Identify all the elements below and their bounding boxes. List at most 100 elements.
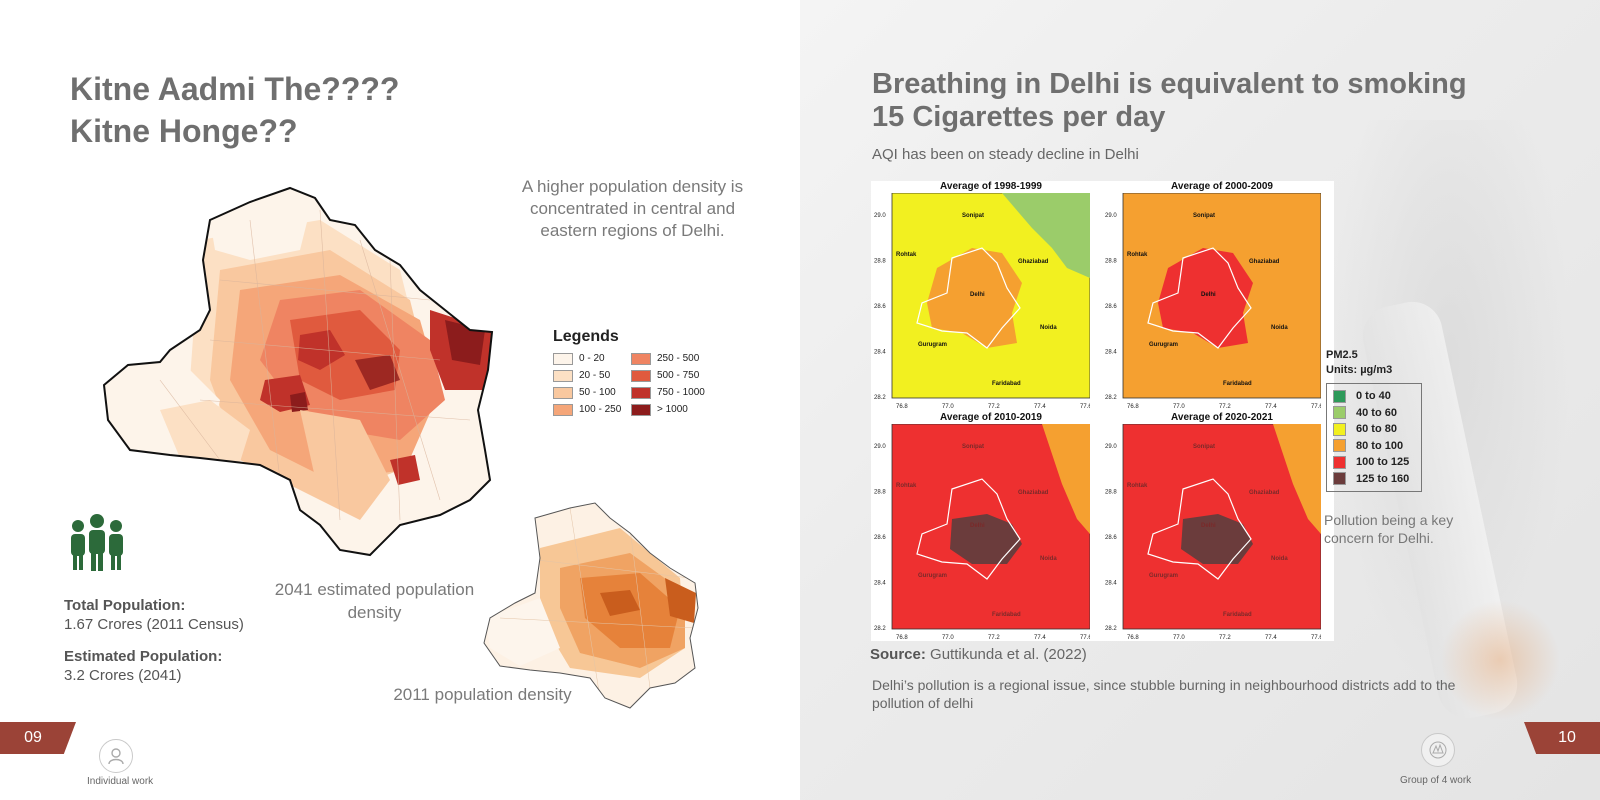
left-page-title: Kitne Aadmi The???? Kitne Honge?? [70, 68, 399, 152]
pm-legend-swatch [1333, 422, 1346, 436]
place-label: Ghaziabad [1018, 490, 1049, 496]
pm25-map-title: Average of 2000-2009 [1171, 181, 1273, 192]
x-tick-label: 77.2 [988, 404, 1000, 410]
legend-item: 250 - 500 [631, 352, 721, 365]
y-tick-label: 28.4 [874, 350, 886, 356]
x-tick-label: 77.2 [1219, 635, 1231, 641]
y-tick-label: 29.0 [874, 444, 886, 450]
page-number-badge: 10 [1524, 722, 1600, 754]
pm-legend-label: 0 to 40 [1356, 390, 1391, 403]
place-label: Rohtak [896, 252, 917, 258]
place-label: Gurugram [1149, 342, 1178, 348]
legend-label: 500 - 750 [657, 370, 700, 381]
place-label: Delhi [1201, 523, 1216, 529]
place-label: Gurugram [918, 573, 947, 579]
pm-legend-title: PM2.5 [1326, 349, 1358, 361]
legend-swatch [553, 352, 573, 365]
total-population-label: Total Population: [64, 597, 186, 614]
x-tick-label: 77.4 [1034, 404, 1046, 410]
place-label: Sonipat [962, 444, 984, 450]
legend-item: > 1000 [631, 403, 721, 416]
title-line-1: Breathing in Delhi is equivalent to smok… [872, 68, 1467, 100]
x-tick-label: 77.2 [988, 635, 1000, 641]
y-tick-label: 28.2 [1105, 395, 1117, 401]
place-label: Delhi [1201, 292, 1216, 298]
legend-item: 0 - 20 [553, 352, 631, 365]
x-tick-label: 77.0 [1173, 404, 1185, 410]
x-tick-label: 77.6 [1080, 404, 1090, 410]
pm-legend-swatch [1333, 455, 1346, 469]
pm-legend-label: 100 to 125 [1356, 456, 1410, 469]
place-label: Rohtak [1127, 252, 1148, 258]
y-tick-label: 28.8 [874, 490, 886, 496]
group-emblem-icon [1421, 733, 1455, 767]
place-label: Rohtak [1127, 483, 1148, 489]
regional-issue-paragraph: Delhi’s pollution is a regional issue, s… [872, 677, 1456, 711]
place-label: Ghaziabad [1018, 259, 1049, 265]
pm25-map: Sonipat Rohtak Ghaziabad Delhi Noida Gurugram… [874, 193, 1090, 410]
density-description: A higher population density is concentra… [521, 177, 744, 240]
legend-label: 20 - 50 [579, 370, 611, 381]
legend-label: 0 - 20 [579, 353, 605, 364]
place-label: Sonipat [1193, 444, 1215, 450]
estimated-population-value: 3.2 Crores (2041) [64, 667, 182, 684]
y-tick-label: 28.8 [1105, 259, 1117, 265]
x-tick-label: 77.0 [1173, 635, 1185, 641]
x-tick-label: 77.0 [942, 635, 954, 641]
pm25-map: Sonipat Rohtak Ghaziabad Delhi Noida Gurugram… [874, 424, 1090, 641]
right-page-title: Breathing in Delhi is equivalent to smok… [872, 68, 1467, 134]
y-tick-label: 28.2 [874, 395, 886, 401]
footer-label: Group of 4 work [1400, 775, 1472, 786]
place-label: Delhi [970, 523, 985, 529]
place-label: Faridabad [1223, 612, 1252, 618]
x-tick-label: 77.4 [1034, 635, 1046, 641]
pm-legend-swatch [1333, 389, 1346, 403]
page-number-badge: 09 [0, 722, 76, 754]
pm-legend-item: 80 to 100 [1333, 438, 1415, 455]
place-label: Noida [1271, 556, 1288, 562]
source-line: Source: Guttikunda et al. (2022) [870, 646, 1087, 663]
pm-legend-item: 100 to 125 [1333, 454, 1415, 471]
pm-legend-item: 60 to 80 [1333, 421, 1415, 438]
source-value: Guttikunda et al. (2022) [930, 646, 1087, 663]
place-label: Noida [1271, 325, 1288, 331]
pm-legend-label: 125 to 160 [1356, 472, 1410, 485]
y-tick-label: 28.2 [874, 626, 886, 632]
pm-legend-label: 80 to 100 [1356, 439, 1404, 452]
legend-swatch [553, 386, 573, 399]
ember-background [1440, 600, 1560, 720]
x-tick-label: 77.6 [1311, 635, 1321, 641]
y-tick-label: 28.4 [874, 581, 886, 587]
place-label: Rohtak [896, 483, 917, 489]
x-tick-label: 77.6 [1311, 404, 1321, 410]
pm25-maps-panel: Average of 1998-1999 Sonipat Rohtak Ghaziab… [871, 181, 1334, 641]
pm-legend-swatch [1333, 472, 1346, 486]
x-tick-label: 77.2 [1219, 404, 1231, 410]
caption-2011: 2011 population density [393, 685, 572, 704]
y-tick-label: 28.8 [1105, 490, 1117, 496]
legend-label: 750 - 1000 [657, 387, 705, 398]
user-icon [99, 739, 133, 773]
pm25-legend: PM2.5 Units: µg/m3 0 to 40 40 to 60 60 to … [1326, 348, 1422, 492]
pm25-map: Sonipat Rohtak Ghaziabad Delhi Noida Gurugram… [1105, 424, 1321, 641]
place-label: Ghaziabad [1249, 259, 1280, 265]
title-line-2: 15 Cigarettes per day [872, 101, 1166, 133]
x-tick-label: 77.4 [1265, 404, 1277, 410]
pm25-map-title: Average of 2010-2019 [940, 412, 1042, 423]
legend-item: 20 - 50 [553, 369, 631, 382]
legend-swatch [631, 386, 651, 399]
x-tick-label: 77.4 [1265, 635, 1277, 641]
x-tick-label: 77.6 [1080, 635, 1090, 641]
caption-2041: 2041 estimated population density [274, 580, 475, 622]
x-tick-label: 76.8 [1127, 404, 1139, 410]
pm25-map: Sonipat Rohtak Ghaziabad Delhi Noida Gurugram… [1105, 193, 1321, 410]
place-label: Delhi [970, 292, 985, 298]
y-tick-label: 28.6 [1105, 304, 1117, 310]
place-label: Gurugram [918, 342, 947, 348]
density-legend: Legends 0 - 20 250 - 500 20 - 50 500 - 750 5… [553, 328, 723, 416]
x-tick-label: 76.8 [896, 635, 908, 641]
left-page: Kitne Aadmi The???? Kitne Honge?? A high… [0, 68, 744, 787]
title-line-2: Kitne Honge?? [70, 113, 298, 149]
legend-label: 250 - 500 [657, 353, 700, 364]
place-label: Noida [1040, 556, 1057, 562]
